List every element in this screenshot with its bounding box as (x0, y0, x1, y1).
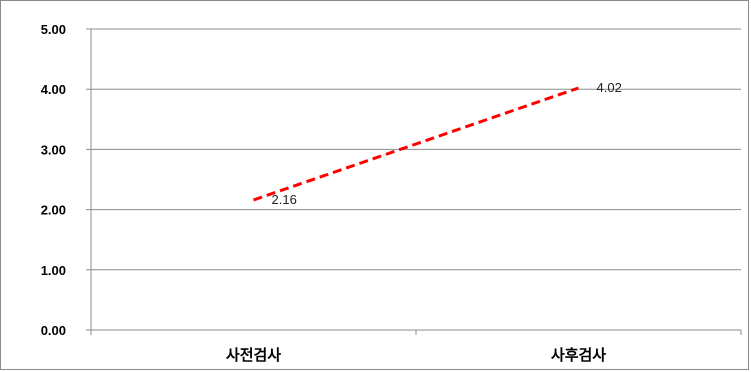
y-tick-label-3: 3.00 (41, 142, 66, 157)
series-line-0 (253, 86, 579, 202)
data-label-1: 4.02 (597, 80, 622, 95)
x-tick-label-0: 사전검사 (226, 346, 281, 364)
y-tick-label-2: 2.00 (41, 203, 66, 218)
x-tick-label-1: 사후검사 (551, 346, 606, 364)
data-label-0: 2.16 (272, 192, 297, 207)
y-tick-label-4: 4.00 (41, 82, 66, 97)
y-tick-label-0: 0.00 (41, 323, 66, 338)
y-tick-label-1: 1.00 (41, 263, 66, 278)
y-tick-label-5: 5.00 (41, 22, 66, 37)
